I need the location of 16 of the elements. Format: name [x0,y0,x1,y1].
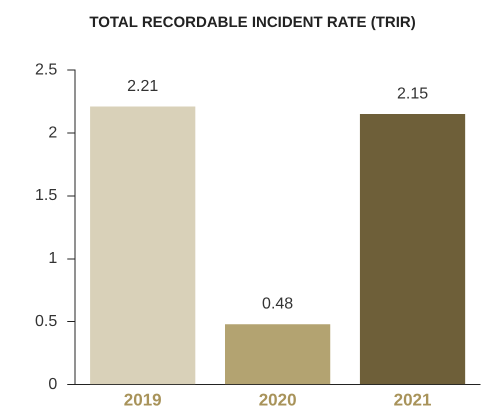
chart-title: TOTAL RECORDABLE INCIDENT RATE (TRIR) [89,14,416,32]
x-tick-label: 2019 [124,390,162,410]
y-tick-label: 1.5 [34,187,58,204]
data-label: 2.15 [396,85,428,102]
y-tick-label: 1 [48,250,58,268]
x-tick-label: 2020 [258,390,297,410]
data-label: 0.48 [262,296,294,313]
y-tick-label: 0.5 [34,313,58,330]
data-label: 2.21 [127,78,158,95]
bar [360,114,466,384]
y-tick-label: 2.5 [34,61,58,78]
y-tick-label: 2 [48,124,58,142]
y-tick-label: 0 [48,376,58,394]
x-tick-label: 2021 [394,390,432,410]
bar [90,106,196,384]
bar [225,324,330,384]
